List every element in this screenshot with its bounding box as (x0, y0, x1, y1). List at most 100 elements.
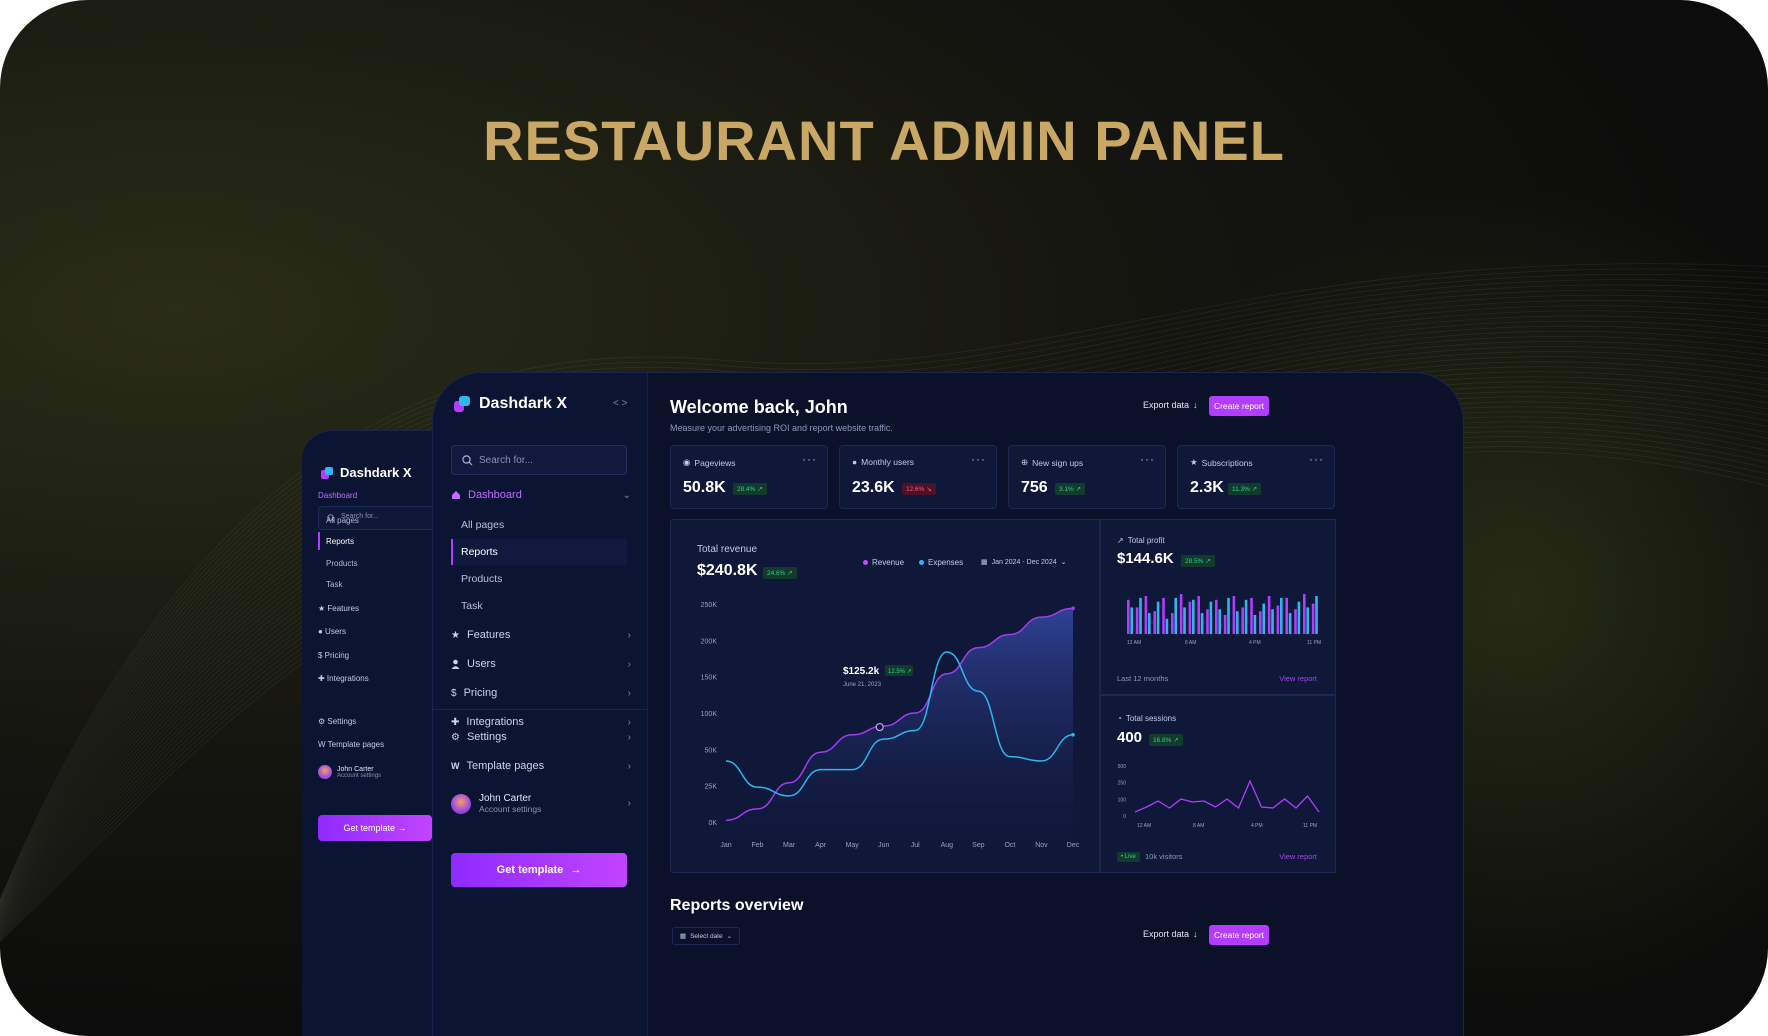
sidebar-item-users[interactable]: Users › (451, 654, 631, 674)
collapse-sidebar-icon[interactable]: < > (613, 398, 628, 409)
profit-label-row: ↗ Total profit (1117, 536, 1165, 545)
x-tick-label: 8 AM (1185, 640, 1196, 646)
chevron-right-icon: › (627, 658, 631, 670)
sidebar-item-settings[interactable]: ⚙ Settings › (451, 727, 631, 747)
more-icon[interactable]: ··· (1309, 452, 1324, 466)
select-date-label: Select date (690, 932, 723, 940)
bar-cyan (1288, 613, 1292, 634)
bar-cyan (1148, 613, 1151, 634)
back-nav-products[interactable]: Products (326, 559, 358, 568)
back-nav-pricing[interactable]: $ Pricing (318, 651, 350, 660)
profit-view-report-link[interactable]: View report (1279, 674, 1317, 683)
profit-delta-badge: 28.5% ↗ (1181, 555, 1215, 567)
legend-expenses: Expenses (919, 558, 963, 567)
sidebar-item-dashboard[interactable]: Dashboard ⌄ (451, 485, 631, 505)
x-tick-label: 8 AM (1193, 823, 1204, 829)
main-panel: Dashdark X < > Search for... Dashboard ⌄… (432, 372, 1464, 1036)
sidebar-sub-reports[interactable]: Reports (461, 546, 498, 558)
date-range-label: Jan 2024 - Dec 2024 (991, 558, 1057, 566)
search-input[interactable]: Search for... (451, 445, 627, 475)
back-nav-integrations[interactable]: ✚ Integrations (318, 674, 369, 683)
page-subtitle: Measure your advertising ROI and report … (670, 423, 893, 433)
chevron-right-icon: › (627, 629, 631, 641)
search-placeholder: Search for... (479, 455, 533, 466)
brand-name: Dashdark X (479, 395, 568, 412)
live-badge: • Live (1117, 852, 1140, 862)
account-menu[interactable]: John Carter Account settings › (451, 793, 631, 814)
chevron-right-icon: › (627, 731, 631, 743)
revenue-label: Total revenue (697, 544, 758, 555)
sessions-view-report-link[interactable]: View report (1279, 852, 1317, 861)
y-tick-label: 500 (1118, 764, 1127, 770)
series-line-expenses (725, 651, 1074, 797)
more-icon[interactable]: ··· (1140, 452, 1155, 466)
bar-purple (1127, 599, 1130, 634)
bar-purple (1188, 601, 1192, 634)
back-get-template-button[interactable]: Get template → (318, 815, 432, 841)
logo-icon (321, 466, 333, 479)
sidebar-item-pricing[interactable]: $ Pricing › (451, 683, 631, 703)
sidebar-item-template-pages[interactable]: W Template pages › (451, 756, 631, 776)
back-account-menu[interactable]: John Carter Account settings (318, 765, 381, 779)
bar-purple (1303, 594, 1306, 634)
bar-purple (1294, 609, 1297, 634)
bar-purple (1232, 596, 1236, 634)
kpi-delta-badge: 3.1% ↗ (1055, 483, 1086, 495)
reports-create-button[interactable]: Create report (1209, 925, 1269, 945)
kpi-label-row: ◉ Pageviews (683, 457, 736, 468)
sidebar-item-integrations[interactable]: ✚ Integrations › (451, 712, 631, 732)
bar-cyan (1209, 601, 1213, 634)
gear-icon: ⚙ (451, 731, 460, 743)
sidebar-sub-all-pages[interactable]: All pages (461, 519, 505, 531)
bar-cyan (1253, 615, 1257, 634)
end-marker-revenue (1071, 606, 1075, 611)
chevron-right-icon: › (627, 687, 631, 699)
export-label: Export data (1143, 929, 1190, 939)
export-label: Export data (1143, 400, 1190, 410)
back-nav-task[interactable]: Task (326, 580, 343, 589)
export-data-button[interactable]: Export data ↓ (1143, 400, 1198, 410)
bar-cyan (1174, 597, 1177, 634)
x-tick-label: Dec (1067, 842, 1080, 849)
get-template-button[interactable]: Get template → (451, 853, 627, 887)
date-range-select[interactable]: ▦ Jan 2024 - Dec 2024 ⌄ (981, 558, 1067, 567)
kpi-delta-badge: 12.6% ↘ (902, 483, 936, 495)
back-search-input[interactable]: Search for... (318, 506, 432, 530)
chevron-down-icon: ⌄ (1060, 559, 1067, 566)
more-icon[interactable]: ··· (802, 452, 817, 466)
user-icon (451, 659, 460, 669)
back-nav-template-pages[interactable]: W Template pages (318, 740, 385, 749)
sidebar-sub-products[interactable]: Products (461, 573, 503, 585)
more-icon[interactable]: ··· (971, 452, 986, 466)
back-nav-dashboard[interactable]: Dashboard (318, 491, 358, 500)
x-tick-label: Aug (941, 842, 954, 849)
reports-export-button[interactable]: Export data ↓ (1143, 929, 1198, 939)
total-sessions-card: 500 250 100 0 12 AM 8 AM 4 PM 11 PM ◔ Total ses… (1100, 695, 1336, 873)
back-nav-reports[interactable]: Reports (326, 537, 355, 546)
bar-cyan (1280, 597, 1283, 634)
sidebar-sub-task[interactable]: Task (461, 600, 483, 612)
bar-cyan (1200, 613, 1204, 634)
back-nav-settings[interactable]: ⚙ Settings (318, 717, 357, 726)
select-date-dropdown[interactable]: ▦ Select date ⌄ (672, 927, 740, 945)
tooltip-delta-bg (885, 665, 913, 676)
x-tick-label: Oct (1004, 842, 1015, 849)
bar-purple (1197, 596, 1200, 634)
revenue-delta-badge: 24.6% ↗ (763, 567, 797, 579)
back-nav-all-pages[interactable]: All pages (326, 516, 359, 525)
bar-cyan (1218, 609, 1221, 634)
bar-cyan (1262, 603, 1265, 634)
create-report-button[interactable]: Create report (1209, 396, 1269, 416)
kpi-label: Monthly users (861, 457, 915, 467)
bar-purple (1285, 597, 1288, 634)
x-tick-label: 12 AM (1127, 640, 1141, 646)
tooltip-delta: 12.5% ↗ (888, 669, 912, 675)
tooltip-date: June 21, 2023 (843, 682, 882, 688)
revenue-area (726, 608, 1073, 842)
chevron-right-icon: › (627, 798, 631, 809)
bar-purple (1250, 597, 1253, 634)
sidebar-item-features[interactable]: ★ Features › (451, 625, 631, 645)
back-nav-users[interactable]: ● Users (318, 627, 346, 636)
x-tick-label: Sep (972, 842, 985, 849)
back-nav-features[interactable]: ★ Features (318, 604, 359, 613)
